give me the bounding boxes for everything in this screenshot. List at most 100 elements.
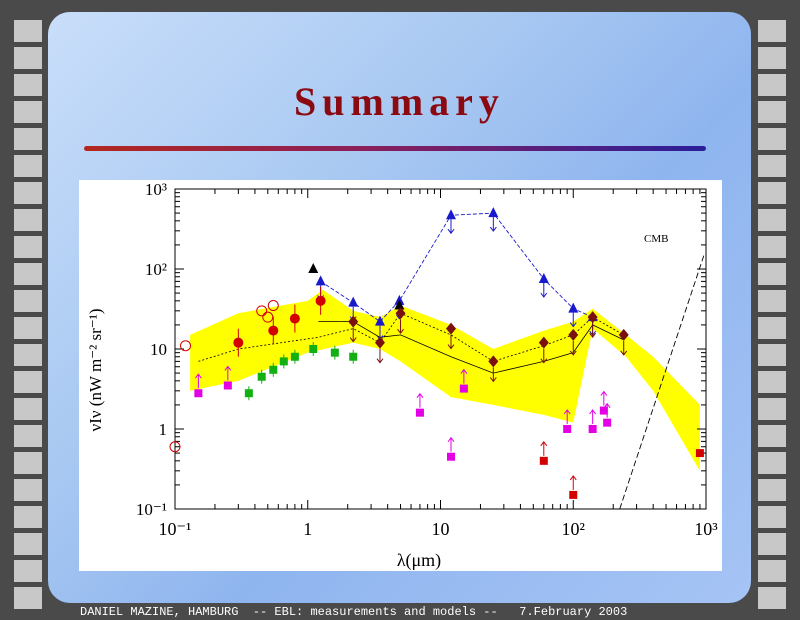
- film-perforation: [758, 209, 786, 231]
- red-circle-point: [315, 295, 326, 306]
- red-circle-point: [289, 313, 300, 324]
- brown-diamond-point: [395, 307, 406, 320]
- upper-limit-arrowhead: [540, 358, 548, 364]
- ebl-chart: 10⁻¹ 10⁻¹ 1 1 10 10 10² 10² 10³ 10³ λ(μm) νIν (nW…: [79, 180, 722, 571]
- film-perforation: [14, 20, 42, 42]
- red-open-circle-point: [262, 311, 274, 323]
- lower-limit-arrowhead: [224, 365, 232, 371]
- film-perforation: [14, 506, 42, 528]
- brown-diamond-point: [587, 311, 598, 324]
- lower-limit-arrowhead: [603, 402, 611, 408]
- film-perforation: [758, 344, 786, 366]
- film-perforation: [758, 47, 786, 69]
- lower-limit-arrowhead: [589, 409, 597, 415]
- film-perforation: [14, 371, 42, 393]
- y-axis-label: νIν (nW m⁻² sr⁻¹): [86, 309, 105, 432]
- film-perforation: [758, 182, 786, 204]
- film-perforation: [14, 263, 42, 285]
- upper-limit-arrowhead: [397, 328, 404, 335]
- film-perforation: [758, 20, 786, 42]
- brown-diamond-point: [446, 322, 457, 335]
- red-square-point: [569, 490, 578, 499]
- slide-footer: DANIEL MAZINE, HAMBURG -- EBL: measureme…: [80, 605, 628, 619]
- slide-title: Summary: [294, 79, 505, 124]
- green-square-point: [349, 352, 358, 361]
- cmb-annotation: CMB: [644, 233, 668, 245]
- brown-diamond-point: [618, 328, 629, 341]
- blue-upper-limit-point: [446, 209, 457, 220]
- lower-limit-arrowhead: [600, 390, 608, 396]
- magenta-square-point: [415, 408, 424, 417]
- green-square-point: [279, 357, 288, 366]
- y-tick-label: 10³: [145, 180, 167, 199]
- green-square-point: [269, 365, 278, 374]
- film-perforation: [758, 236, 786, 258]
- x-tick-label: 1: [303, 519, 312, 539]
- x-tick-label: 10⁻¹: [159, 519, 192, 539]
- film-perforation: [14, 290, 42, 312]
- film-perforation: [758, 74, 786, 96]
- film-perforation: [14, 155, 42, 177]
- upper-limit-arrowhead: [569, 350, 577, 356]
- lower-limit-arrowhead: [563, 409, 571, 415]
- film-perforation: [758, 398, 786, 420]
- blue-upper-limit-point: [315, 275, 326, 286]
- model-dotted-line: [198, 312, 624, 362]
- green-square-point: [290, 352, 299, 361]
- lower-limit-arrowhead: [447, 436, 455, 443]
- brown-diamond-point: [374, 336, 385, 349]
- brown-diamond-point: [568, 328, 579, 341]
- film-perforation: [14, 398, 42, 420]
- red-square-point: [695, 449, 704, 458]
- red-open-circle-point: [256, 305, 268, 317]
- upper-limit-arrowhead: [620, 350, 628, 356]
- film-perforation: [14, 236, 42, 258]
- film-perforation: [14, 47, 42, 69]
- y-tick-label: 10²: [145, 260, 167, 279]
- red-circle-point: [268, 325, 279, 336]
- green-square-point: [257, 372, 266, 381]
- film-perforation: [758, 506, 786, 528]
- magenta-square-point: [588, 425, 597, 433]
- brown-diamond-point: [348, 315, 359, 328]
- y-tick-label: 10: [150, 340, 167, 359]
- film-perforation: [758, 317, 786, 339]
- red-circle-point: [233, 337, 244, 348]
- x-tick-label: 10²: [562, 519, 585, 539]
- slide-panel: Summary 10⁻¹ 10⁻¹ 1 1 10 10 10² 10² 10³ 10³ λ(μm)…: [48, 12, 751, 603]
- magenta-square-point: [194, 389, 203, 398]
- blue-upper-limit-point: [538, 272, 549, 283]
- film-perforation: [14, 182, 42, 204]
- upper-limit-arrowhead: [447, 344, 455, 350]
- green-square-point: [309, 345, 318, 353]
- red-open-circle-point: [267, 299, 279, 311]
- film-perforation: [758, 371, 786, 393]
- upper-limit-arrowhead: [569, 322, 577, 328]
- ebl-uncertainty-band: [190, 289, 700, 471]
- magenta-square-point: [603, 418, 612, 427]
- upper-limit-arrowhead: [447, 228, 455, 235]
- film-perforation: [758, 290, 786, 312]
- film-perforation: [14, 587, 42, 609]
- model-solid-line: [318, 321, 624, 374]
- blue-upper-limit-point: [488, 207, 499, 218]
- chart-svg: 10⁻¹10⁻¹ 1 1 10 10 10² 10² 10³ 10³ λ(μm) νIν (nW…: [86, 180, 718, 571]
- lower-limit-arrowhead: [569, 475, 577, 481]
- upper-limit-arrowhead: [349, 337, 357, 343]
- red-open-circle-point: [169, 441, 181, 453]
- film-perforation: [758, 155, 786, 177]
- film-perforation: [14, 128, 42, 150]
- magenta-square-point: [563, 425, 572, 433]
- film-perforation: [14, 74, 42, 96]
- lower-limit-arrowhead: [460, 368, 468, 374]
- red-square-point: [539, 456, 548, 465]
- upper-limit-arrowhead: [589, 332, 597, 338]
- film-perforation: [758, 587, 786, 609]
- lower-limit-arrowhead: [194, 373, 202, 379]
- film-perforation: [758, 479, 786, 501]
- brown-diamond-point: [538, 336, 549, 349]
- film-perforation: [758, 533, 786, 555]
- magenta-square-point: [599, 406, 608, 415]
- film-perforation: [14, 425, 42, 447]
- film-perforation: [14, 452, 42, 474]
